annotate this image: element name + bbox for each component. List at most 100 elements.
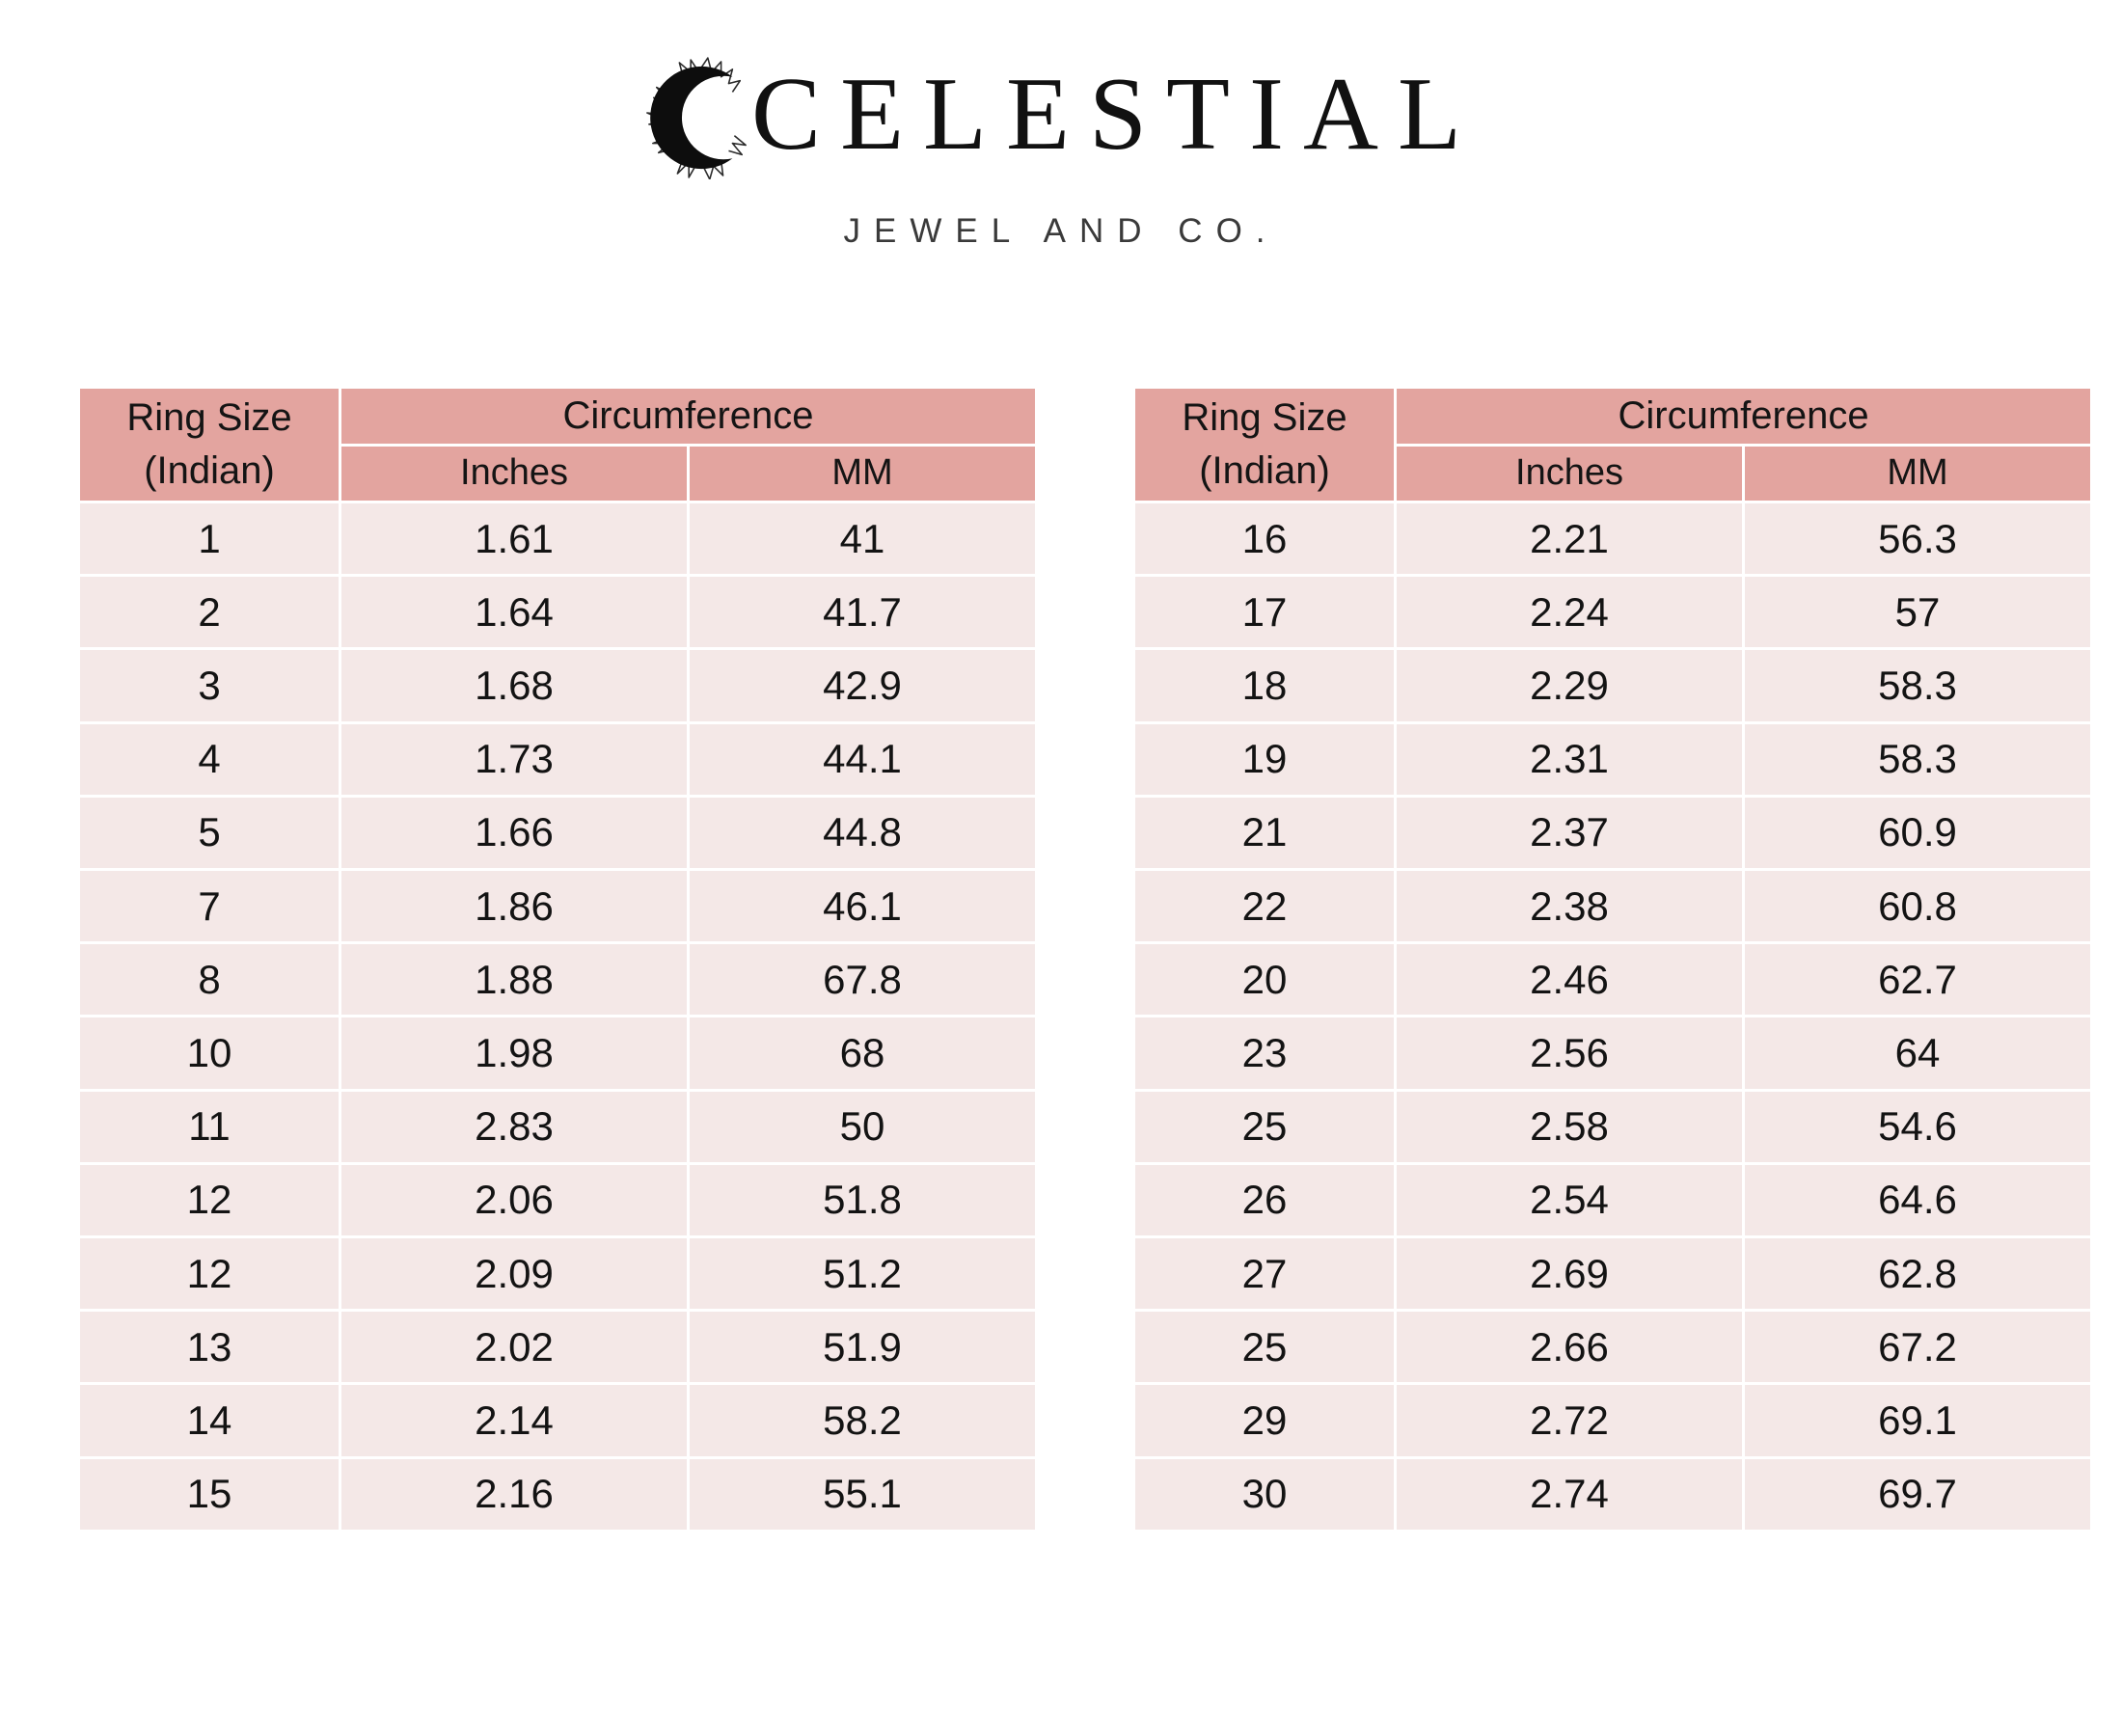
cell-ring-size: 15: [80, 1458, 339, 1530]
crescent-moon-sun-icon: [641, 56, 755, 179]
cell-inches: 2.09: [341, 1238, 687, 1310]
table-row: 20 2.46 62.7: [1135, 944, 2091, 1016]
cell-ring-size: 1: [80, 503, 339, 575]
cell-inches: 2.58: [1397, 1091, 1743, 1162]
header-row-sub-right: Inches MM: [1135, 446, 2091, 501]
cell-mm: 67.8: [690, 944, 1036, 1016]
ring-size-sublabel-left: (Indian): [144, 449, 275, 492]
cell-inches: 2.06: [341, 1164, 687, 1236]
cell-inches: 2.72: [1397, 1385, 1743, 1456]
cell-mm: 44.8: [690, 797, 1036, 869]
cell-inches: 2.74: [1397, 1458, 1743, 1530]
cell-mm: 58.3: [1745, 723, 2091, 795]
cell-ring-size: 27: [1135, 1238, 1395, 1310]
ring-size-tables: Ring Size (Indian) Circumference Inches …: [0, 386, 2122, 1530]
column-header-mm-right: MM: [1745, 446, 2091, 501]
cell-ring-size: 2: [80, 577, 339, 648]
table-head-right: Ring Size (Indian) Circumference Inches …: [1135, 389, 2091, 501]
cell-mm: 51.9: [690, 1312, 1036, 1383]
cell-mm: 60.9: [1745, 797, 2091, 869]
brand-tagline: JEWEL AND CO.: [843, 212, 1279, 250]
table-row: 10 1.98 68: [80, 1017, 1036, 1089]
cell-ring-size: 11: [80, 1091, 339, 1162]
cell-ring-size: 7: [80, 871, 339, 942]
cell-inches: 2.56: [1397, 1017, 1743, 1089]
cell-mm: 69.7: [1745, 1458, 2091, 1530]
cell-ring-size: 12: [80, 1238, 339, 1310]
cell-mm: 68: [690, 1017, 1036, 1089]
cell-ring-size: 12: [80, 1164, 339, 1236]
cell-mm: 67.2: [1745, 1312, 2091, 1383]
cell-ring-size: 23: [1135, 1017, 1395, 1089]
table-row: 3 1.68 42.9: [80, 650, 1036, 721]
cell-inches: 2.16: [341, 1458, 687, 1530]
cell-mm: 42.9: [690, 650, 1036, 721]
cell-inches: 1.88: [341, 944, 687, 1016]
ring-size-sublabel-right: (Indian): [1199, 449, 1330, 492]
column-header-ring-size-right: Ring Size (Indian): [1135, 389, 1395, 501]
table-row: 4 1.73 44.1: [80, 723, 1036, 795]
table-row: 2 1.64 41.7: [80, 577, 1036, 648]
brand-header: CELESTIAL JEWEL AND CO.: [0, 0, 2122, 251]
cell-inches: 2.31: [1397, 723, 1743, 795]
ring-size-label-left: Ring Size: [126, 395, 292, 439]
cell-inches: 1.68: [341, 650, 687, 721]
cell-mm: 62.8: [1745, 1238, 2091, 1310]
cell-ring-size: 26: [1135, 1164, 1395, 1236]
table-row: 11 2.83 50: [80, 1091, 1036, 1162]
table-row: 12 2.09 51.2: [80, 1238, 1036, 1310]
cell-inches: 2.46: [1397, 944, 1743, 1016]
ring-size-table-right: Ring Size (Indian) Circumference Inches …: [1132, 386, 2093, 1533]
cell-ring-size: 20: [1135, 944, 1395, 1016]
cell-inches: 1.66: [341, 797, 687, 869]
cell-inches: 2.66: [1397, 1312, 1743, 1383]
table-row: 1 1.61 41: [80, 503, 1036, 575]
cell-mm: 62.7: [1745, 944, 2091, 1016]
cell-ring-size: 10: [80, 1017, 339, 1089]
cell-mm: 55.1: [690, 1458, 1036, 1530]
cell-mm: 64.6: [1745, 1164, 2091, 1236]
table-row: 13 2.02 51.9: [80, 1312, 1036, 1383]
cell-mm: 51.2: [690, 1238, 1036, 1310]
cell-inches: 2.02: [341, 1312, 687, 1383]
cell-ring-size: 14: [80, 1385, 339, 1456]
table-row: 8 1.88 67.8: [80, 944, 1036, 1016]
cell-inches: 2.21: [1397, 503, 1743, 575]
table-row: 16 2.21 56.3: [1135, 503, 2091, 575]
cell-mm: 58.2: [690, 1385, 1036, 1456]
cell-mm: 56.3: [1745, 503, 2091, 575]
header-row-top-left: Ring Size (Indian) Circumference: [80, 389, 1036, 501]
table-row: 5 1.66 44.8: [80, 797, 1036, 869]
column-header-inches-right: Inches: [1397, 446, 1743, 501]
cell-mm: 46.1: [690, 871, 1036, 942]
ring-size-label-right: Ring Size: [1182, 395, 1347, 439]
column-header-circumference-left: Circumference: [341, 389, 1036, 444]
cell-ring-size: 5: [80, 797, 339, 869]
cell-inches: 2.69: [1397, 1238, 1743, 1310]
cell-ring-size: 19: [1135, 723, 1395, 795]
cell-ring-size: 25: [1135, 1091, 1395, 1162]
header-row-sub-left: Inches MM: [80, 446, 1036, 501]
table-body-right: 16 2.21 56.3 17 2.24 57 18 2.29 58.3 19 …: [1135, 503, 2091, 1530]
cell-ring-size: 18: [1135, 650, 1395, 721]
cell-inches: 1.86: [341, 871, 687, 942]
cell-ring-size: 17: [1135, 577, 1395, 648]
cell-inches: 2.24: [1397, 577, 1743, 648]
cell-mm: 54.6: [1745, 1091, 2091, 1162]
ring-size-table-left: Ring Size (Indian) Circumference Inches …: [77, 386, 1038, 1533]
cell-inches: 1.64: [341, 577, 687, 648]
column-header-ring-size-left: Ring Size (Indian): [80, 389, 339, 501]
cell-mm: 64: [1745, 1017, 2091, 1089]
table-row: 21 2.37 60.9: [1135, 797, 2091, 869]
cell-ring-size: 4: [80, 723, 339, 795]
cell-ring-size: 16: [1135, 503, 1395, 575]
cell-ring-size: 21: [1135, 797, 1395, 869]
table-body-left: 1 1.61 41 2 1.64 41.7 3 1.68 42.9 4 1.73…: [80, 503, 1036, 1530]
table-row: 22 2.38 60.8: [1135, 871, 2091, 942]
table-row: 27 2.69 62.8: [1135, 1238, 2091, 1310]
cell-inches: 2.38: [1397, 871, 1743, 942]
cell-ring-size: 22: [1135, 871, 1395, 942]
cell-mm: 44.1: [690, 723, 1036, 795]
cell-ring-size: 3: [80, 650, 339, 721]
cell-ring-size: 13: [80, 1312, 339, 1383]
